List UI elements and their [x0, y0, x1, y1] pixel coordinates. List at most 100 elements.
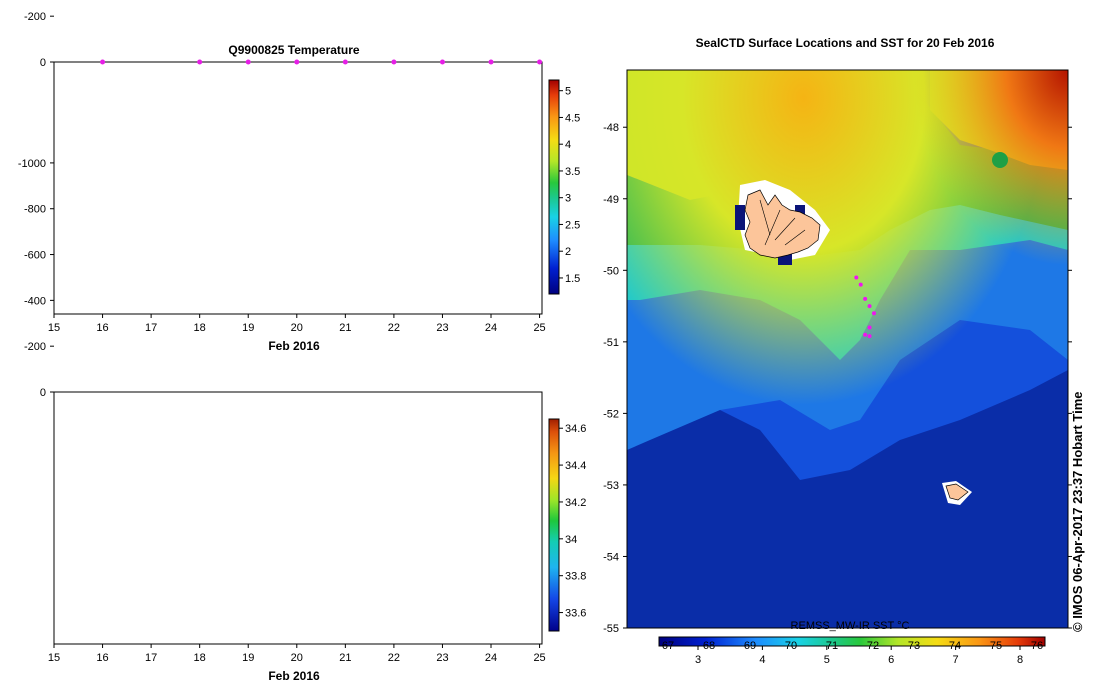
sst-map-panel: SealCTD Surface Locations and SST for 20…	[603, 36, 1085, 666]
map-y-tick-label: -53	[603, 480, 619, 492]
sst-bottom-tick-label: 7	[953, 654, 959, 666]
x-tick-label: 23	[436, 652, 448, 664]
heard-island	[945, 483, 969, 501]
map-y-tick-label: -51	[603, 337, 619, 349]
temperature-xlabel: Feb 2016	[268, 339, 320, 353]
sst-top-tick-label: 70	[785, 640, 797, 652]
salinity-y-ticks: 0 -200 -400 -600 -800 -1000	[18, 158, 54, 399]
colorbar-tick-label: 4.5	[565, 112, 580, 124]
seal-location	[867, 334, 872, 339]
sst-map-title: SealCTD Surface Locations and SST for 20…	[696, 36, 995, 50]
sst-bottom-tick-label: 6	[888, 654, 894, 666]
map-y-tick-label: -52	[603, 408, 619, 420]
colorbar-tick-label: 3.5	[565, 166, 580, 178]
temperature-panel: Q9900825 Temperature 0-200-400-600-800-1…	[24, 11, 580, 353]
profile-marker	[488, 59, 494, 65]
sst-map-frame	[626, 69, 1069, 629]
x-tick-label: 24	[485, 652, 497, 664]
sst-top-tick-label: 74	[949, 640, 961, 652]
x-tick-label: 18	[194, 322, 206, 334]
map-y-tick-label: -50	[603, 265, 619, 277]
profile-markers	[100, 59, 543, 65]
temperature-colorbar-ticks: 1.5 2 2.5 3 3.5 4 4.5 5	[559, 86, 580, 285]
temperature-colorbar	[548, 79, 560, 295]
colorbar-tick-label: 5	[565, 86, 571, 98]
temperature-x-ticks: 15 16 17 18 19 20 21 22 23 24 25	[48, 314, 546, 334]
salinity-panel: 0-200-400-600-800-1000 15 16 17 18 19 20 21 22 2…	[18, 158, 587, 683]
seal-location	[867, 325, 872, 330]
x-tick-label: 16	[96, 652, 108, 664]
colorbar-tick-label: 1.5	[565, 273, 580, 285]
temperature-y-ticks: 0-200-400-600-800-1000	[24, 11, 54, 69]
seal-location	[863, 332, 868, 337]
sst-top-tick-label: 76	[1031, 640, 1043, 652]
x-tick-label: 17	[145, 652, 157, 664]
colorbar-tick-label: 2	[565, 246, 571, 258]
credit-text: © IMOS 06-Apr-2017 23:37 Hobart Time	[1070, 391, 1085, 632]
map-y-tick-label: -55	[603, 623, 619, 635]
sst-top-tick-label: 67	[662, 640, 674, 652]
y-tick-label: -1000	[18, 158, 46, 170]
colorbar-tick-label: 34.4	[565, 460, 586, 472]
temperature-frame	[53, 61, 543, 315]
profile-marker	[391, 59, 397, 65]
colorbar-tick-label: 33.6	[565, 608, 586, 620]
sst-colorbar-top-ticks: 67 68 69 70 71 72 73 74 75 76	[662, 640, 1043, 652]
sst-colorbar-bottom-ticks: 3 4 5 6 7 8	[695, 646, 1023, 666]
map-y-tick-label: -49	[603, 194, 619, 206]
sst-top-tick-label: 75	[990, 640, 1002, 652]
x-tick-label: 18	[194, 652, 206, 664]
x-tick-label: 15	[48, 322, 60, 334]
colorbar-tick-label: 34.6	[565, 423, 586, 435]
y-tick-label: 0	[40, 57, 46, 69]
profile-marker	[537, 59, 543, 65]
x-tick-label: 17	[145, 322, 157, 334]
sst-top-tick-label: 72	[867, 640, 879, 652]
sst-colorbar	[658, 636, 1046, 647]
x-tick-label: 25	[533, 322, 545, 334]
y-tick-label: -200	[24, 11, 46, 23]
x-tick-label: 16	[96, 322, 108, 334]
colorbar-tick-label: 4	[565, 139, 571, 151]
y-tick-label: -600	[24, 250, 46, 262]
sst-field	[627, 70, 1068, 628]
colorbar-tick-label: 34.2	[565, 497, 586, 509]
x-tick-label: 22	[388, 652, 400, 664]
profile-marker	[245, 59, 251, 65]
sst-top-tick-label: 73	[908, 640, 920, 652]
salinity-frame	[53, 391, 543, 645]
x-tick-label: 21	[339, 652, 351, 664]
profile-marker	[294, 59, 300, 65]
salinity-colorbar-ticks: 33.6 33.8 34 34.2 34.4 34.6	[559, 423, 586, 620]
seal-location	[863, 296, 868, 301]
y-tick-label: 0	[40, 387, 46, 399]
sst-map-y-ticks: -48 -49 -50 -51 -52 -53 -54 -55	[603, 122, 1072, 635]
x-tick-label: 21	[339, 322, 351, 334]
map-y-tick-label: -54	[603, 551, 619, 563]
sst-top-tick-label: 69	[744, 640, 756, 652]
x-tick-label: 20	[291, 652, 303, 664]
x-tick-label: 23	[436, 322, 448, 334]
sst-bottom-tick-label: 5	[824, 654, 830, 666]
y-tick-label: -800	[24, 204, 46, 216]
x-tick-label: 20	[291, 322, 303, 334]
x-tick-label: 24	[485, 322, 497, 334]
sst-bottom-tick-label: 4	[759, 654, 765, 666]
sst-top-tick-label: 71	[826, 640, 838, 652]
salinity-colorbar	[548, 418, 560, 632]
colorbar-tick-label: 2.5	[565, 219, 580, 231]
seal-location	[854, 275, 859, 280]
temperature-title: Q9900825 Temperature	[228, 43, 360, 57]
profile-marker	[197, 59, 203, 65]
x-tick-label: 19	[242, 322, 254, 334]
seal-locations	[854, 275, 876, 339]
colorbar-tick-label: 33.8	[565, 571, 586, 583]
sst-top-tick-label: 68	[703, 640, 715, 652]
y-tick-label: -400	[24, 295, 46, 307]
colorbar-tick-label: 3	[565, 193, 571, 205]
kerguelen-island	[744, 189, 821, 259]
profile-marker	[342, 59, 348, 65]
map-y-tick-label: -48	[603, 122, 619, 134]
seal-location	[871, 311, 876, 316]
